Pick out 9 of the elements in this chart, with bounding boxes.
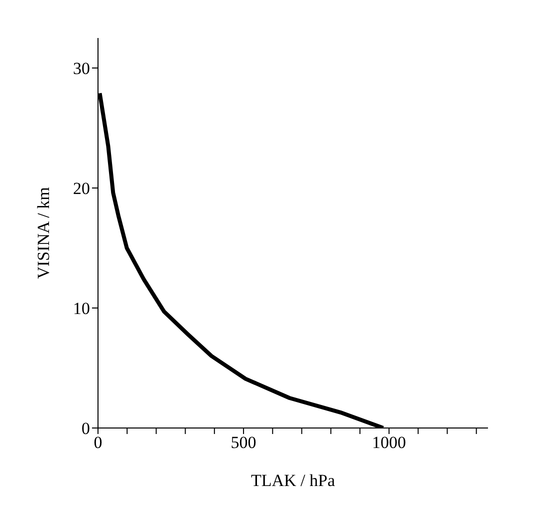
y-tick-label: 30	[73, 59, 90, 78]
x-tick-label: 1000	[372, 433, 406, 452]
x-axis-title: TLAK / hPa	[250, 471, 336, 490]
y-tick-label: 0	[82, 419, 90, 438]
x-tick-label: 0	[94, 433, 102, 452]
y-tick-label: 10	[73, 299, 90, 318]
y-tick-label: 20	[73, 179, 90, 198]
x-tick-label: 500	[230, 433, 256, 452]
y-axis-title: VISINA / km	[34, 187, 54, 279]
